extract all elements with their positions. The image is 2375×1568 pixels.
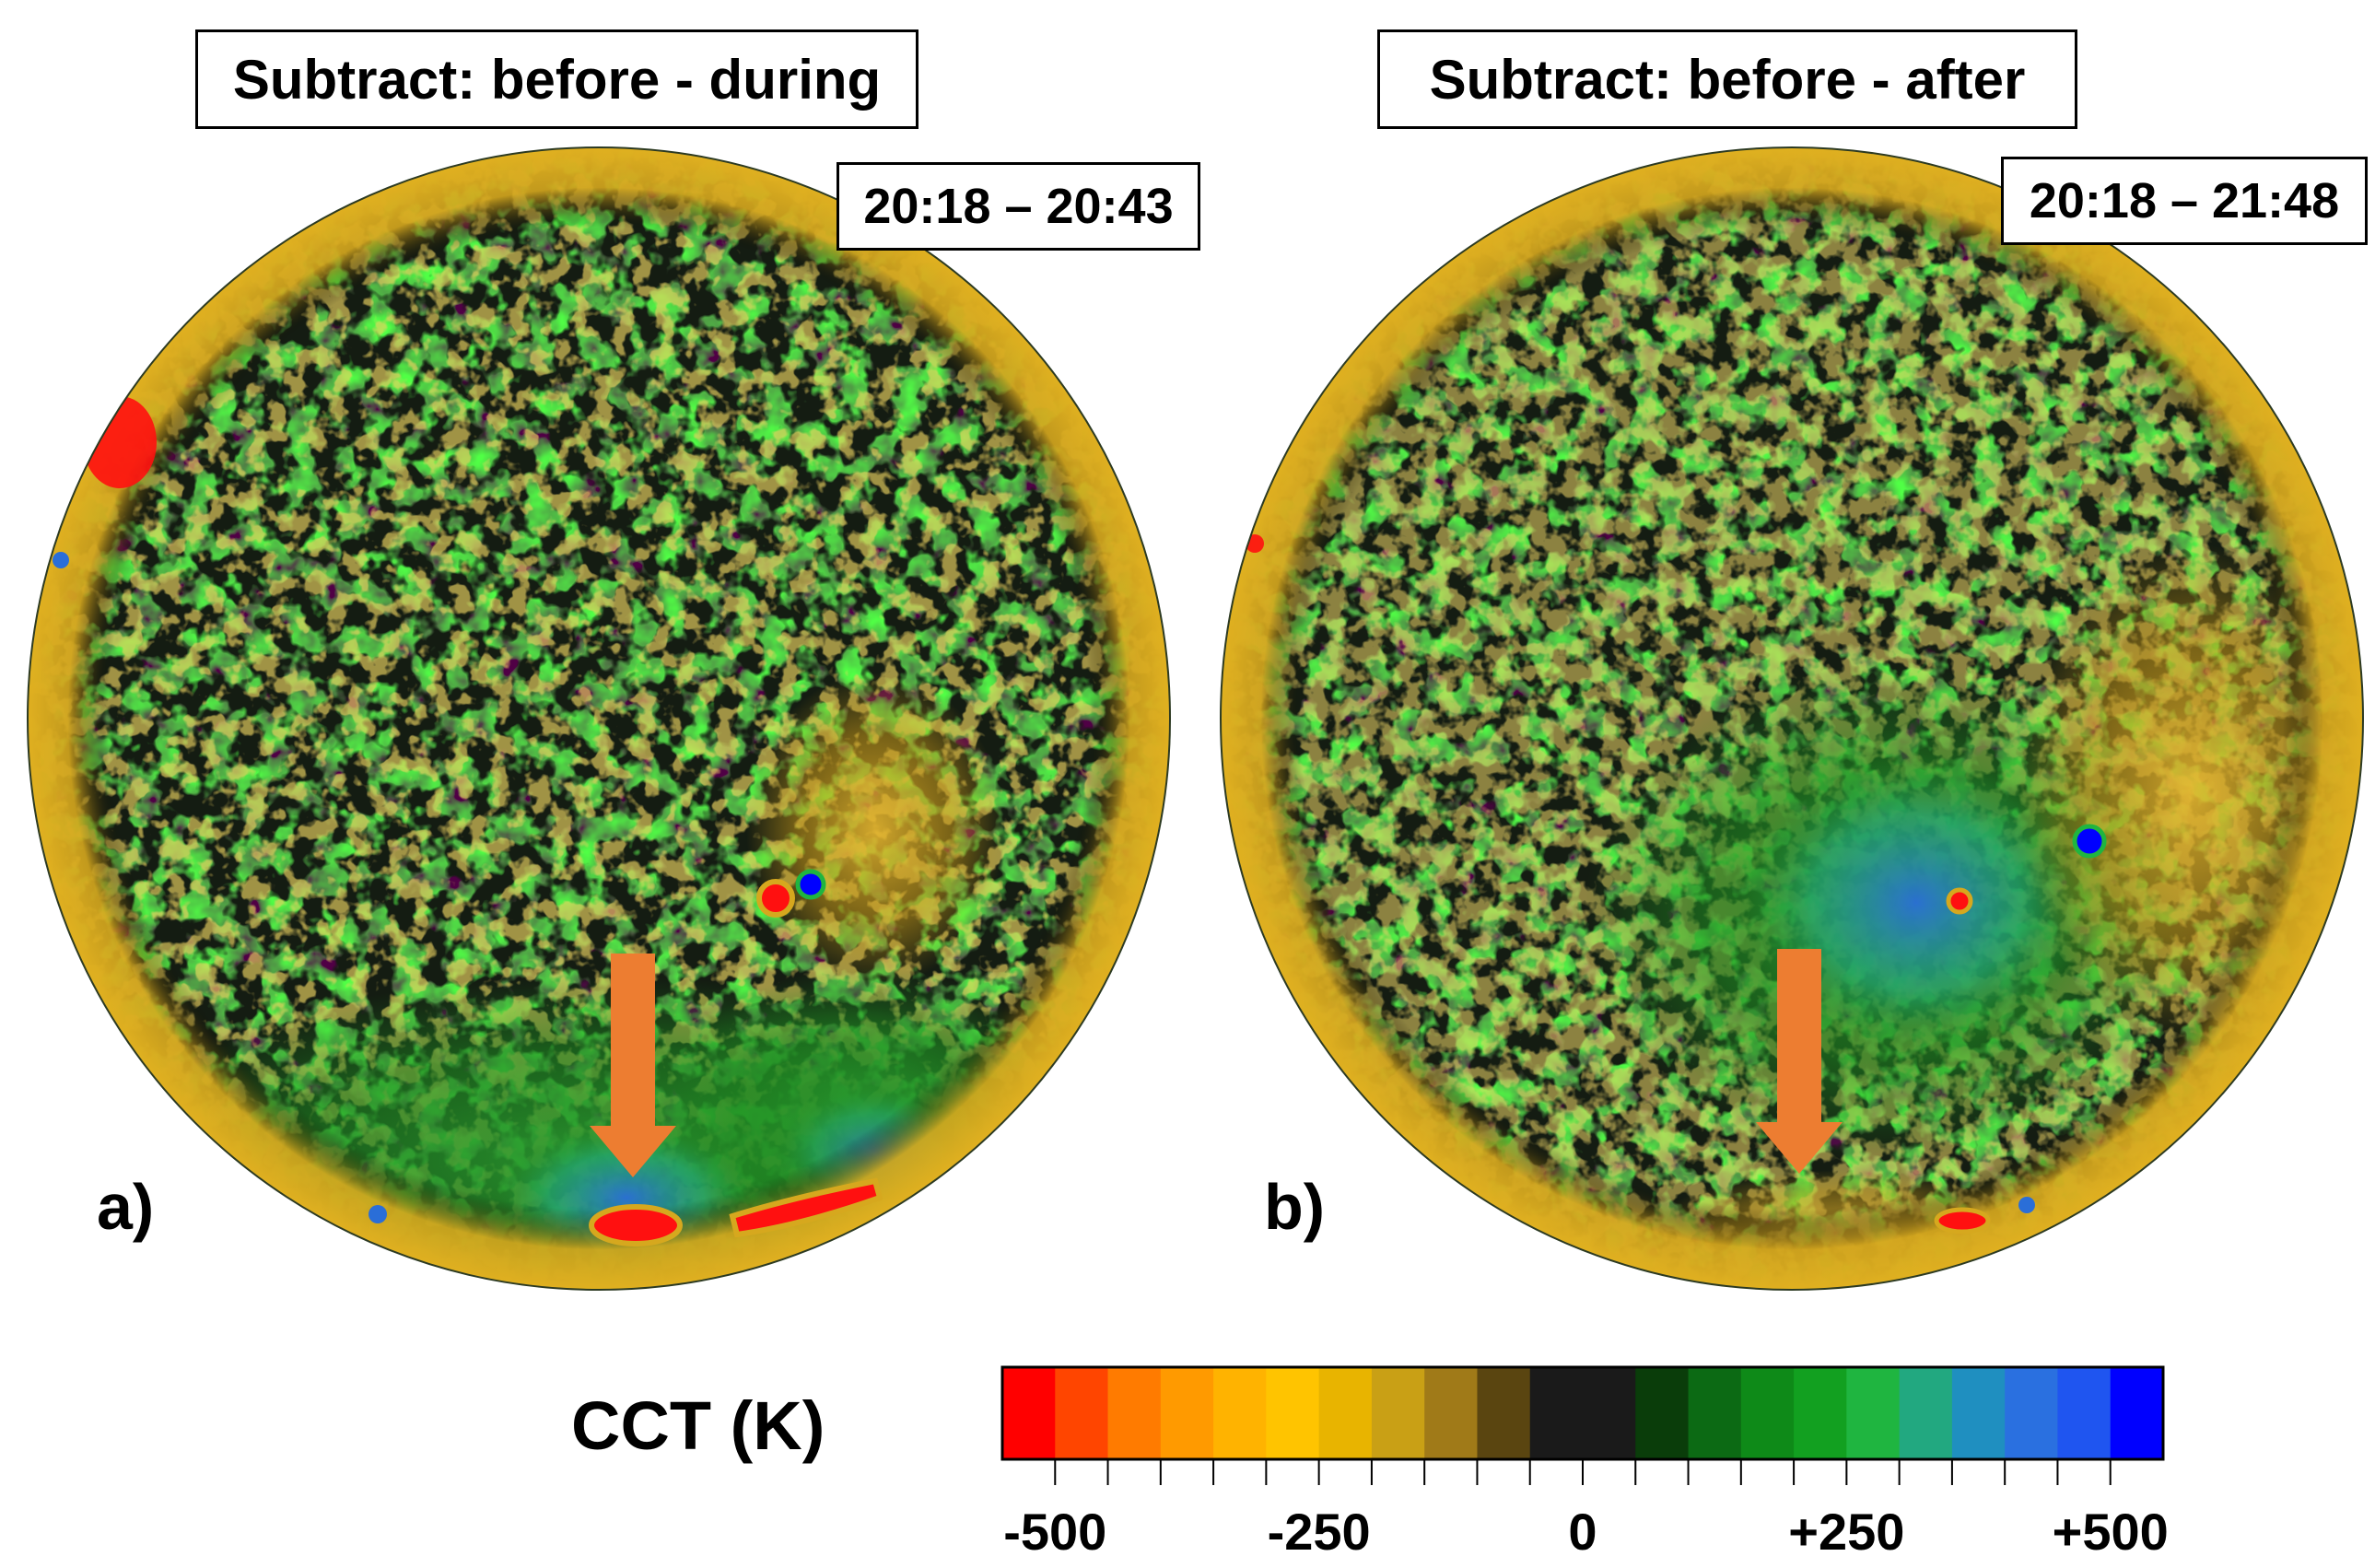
panel-a-label: a) (97, 1171, 155, 1243)
panel-b-title: Subtract: before - after (1377, 29, 2077, 129)
panel-b-label: b) (1264, 1171, 1326, 1243)
colorbar-swatch (1160, 1367, 1214, 1459)
panel-a-title: Subtract: before - during (195, 29, 918, 129)
colorbar-swatch (1740, 1367, 1795, 1459)
colorbar-swatch (1477, 1367, 1531, 1459)
colorbar-swatch (1055, 1367, 1109, 1459)
colorbar-swatch (2110, 1367, 2164, 1459)
colorbar-swatch (1424, 1367, 1479, 1459)
colorbar-swatch (1635, 1367, 1690, 1459)
colorbar-swatch (2057, 1367, 2112, 1459)
arrow-icon (1756, 949, 1843, 1174)
colorbar-swatch (1899, 1367, 1953, 1459)
colorbar-swatch (1107, 1367, 1162, 1459)
colorbar-swatch (1529, 1367, 1584, 1459)
colorbar-swatch (1371, 1367, 1425, 1459)
colorbar-swatch (1213, 1367, 1267, 1459)
colorbar-swatch (1266, 1367, 1320, 1459)
colorbar-swatch (1846, 1367, 1901, 1459)
colorbar-swatch (1583, 1367, 1636, 1459)
panel-b-time-range: 20:18 – 21:48 (2001, 157, 2368, 245)
colorbar-title: CCT (K) (571, 1387, 825, 1464)
colorbar-tick-label: +500 (2052, 1503, 2169, 1561)
colorbar-swatch (1318, 1367, 1373, 1459)
colorbar-swatch (1794, 1367, 1847, 1459)
arrow-icon (590, 954, 676, 1177)
colorbar-swatch (1002, 1367, 1056, 1459)
colorbar-tick-label: +250 (1788, 1503, 1905, 1561)
colorbar (1000, 1365, 2165, 1485)
colorbar-swatch (2005, 1367, 2059, 1459)
colorbar-tick-label: -250 (1267, 1503, 1371, 1561)
colorbar-tick-label: -500 (1003, 1503, 1107, 1561)
colorbar-swatch (1951, 1367, 2006, 1459)
panel-a-time-range: 20:18 – 20:43 (837, 162, 1200, 251)
colorbar-swatch (1688, 1367, 1742, 1459)
colorbar-tick-label: 0 (1568, 1503, 1597, 1561)
